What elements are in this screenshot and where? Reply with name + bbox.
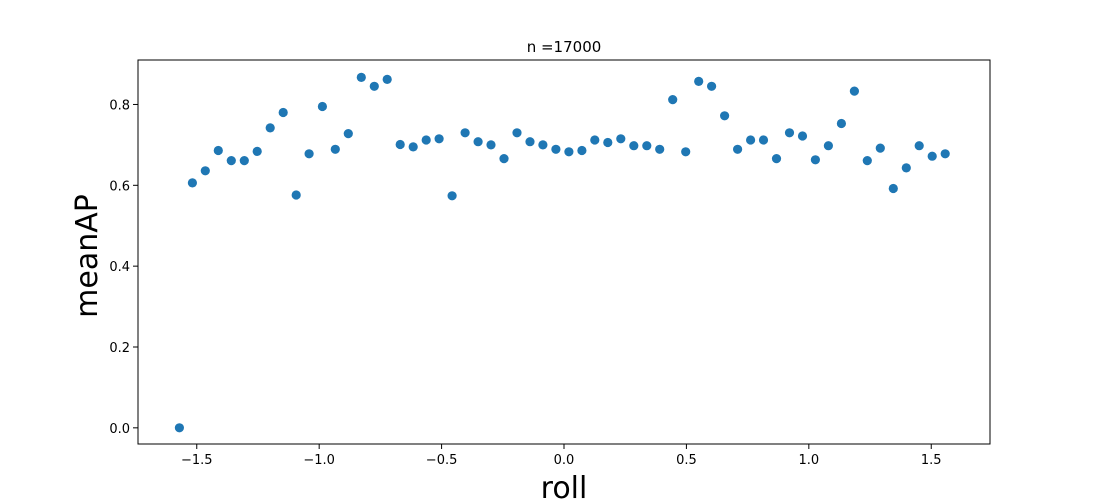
data-point	[330, 144, 340, 154]
data-point	[681, 147, 691, 157]
y-tick-label: 0.0	[109, 422, 130, 437]
data-point	[655, 144, 665, 154]
data-point	[797, 131, 808, 141]
data-point	[564, 147, 574, 157]
data-point	[382, 74, 392, 84]
data-point	[875, 143, 885, 153]
data-point	[525, 137, 535, 147]
data-point	[473, 137, 483, 147]
data-points	[174, 72, 950, 433]
data-point	[810, 155, 821, 165]
data-point	[343, 129, 353, 139]
data-point	[174, 423, 184, 433]
data-point	[252, 146, 262, 156]
data-point	[317, 101, 327, 112]
data-point	[823, 141, 834, 151]
data-point	[733, 144, 743, 154]
data-point	[784, 128, 795, 138]
data-point	[369, 81, 379, 91]
data-point	[746, 135, 756, 145]
data-point	[551, 144, 561, 154]
data-point	[226, 156, 236, 166]
x-tick-label: −0.5	[426, 453, 458, 468]
x-tick-label: 1.0	[798, 453, 819, 468]
x-tick-label: 0.5	[676, 453, 697, 468]
data-point	[758, 135, 769, 145]
data-point	[577, 145, 587, 156]
x-tick-label: 0.0	[554, 453, 575, 468]
data-point	[239, 156, 249, 166]
data-point	[888, 183, 898, 194]
x-axis-ticks: −1.5 −1.0 −0.5 0.0 0.5 1.0 1.5	[181, 444, 942, 468]
data-point	[512, 128, 522, 138]
data-point	[421, 135, 431, 145]
data-point	[213, 145, 223, 156]
data-point	[940, 149, 950, 159]
data-point	[590, 135, 600, 145]
data-point	[486, 140, 496, 150]
x-axis-label: roll	[541, 471, 588, 500]
data-point	[304, 149, 314, 159]
y-tick-label: 0.6	[109, 179, 130, 194]
data-point	[434, 134, 444, 144]
data-point	[694, 76, 704, 86]
data-point	[914, 141, 924, 151]
x-tick-label: −1.5	[181, 453, 213, 468]
data-point	[499, 154, 509, 164]
x-tick-label: −1.0	[303, 453, 335, 468]
data-point	[538, 140, 548, 150]
data-point	[901, 163, 911, 173]
data-point	[356, 72, 366, 82]
data-point	[629, 141, 639, 151]
y-axis-ticks: 0.0 0.2 0.4 0.6 0.8	[109, 98, 138, 437]
y-tick-label: 0.8	[109, 98, 130, 113]
data-point	[278, 107, 288, 118]
data-point	[460, 128, 470, 138]
data-point	[849, 86, 860, 96]
data-point	[603, 137, 613, 148]
data-point	[668, 95, 678, 105]
data-point	[200, 166, 210, 176]
x-tick-label: 1.5	[921, 453, 942, 468]
y-tick-label: 0.4	[109, 260, 130, 275]
data-point	[291, 190, 301, 200]
data-point	[265, 123, 275, 133]
data-point	[187, 178, 197, 188]
data-point	[836, 118, 847, 129]
data-point	[642, 141, 652, 151]
data-point	[862, 156, 872, 166]
data-point	[927, 151, 937, 161]
data-point	[707, 81, 717, 91]
data-point	[447, 191, 457, 201]
y-tick-label: 0.2	[109, 341, 130, 356]
data-point	[720, 111, 730, 121]
data-point	[408, 142, 418, 152]
plot-frame	[137, 59, 991, 445]
data-point	[771, 154, 782, 164]
data-point	[395, 139, 405, 150]
data-point	[616, 134, 626, 144]
chart-title: n =17000	[527, 38, 602, 56]
y-axis-label: meanAP	[70, 194, 105, 318]
